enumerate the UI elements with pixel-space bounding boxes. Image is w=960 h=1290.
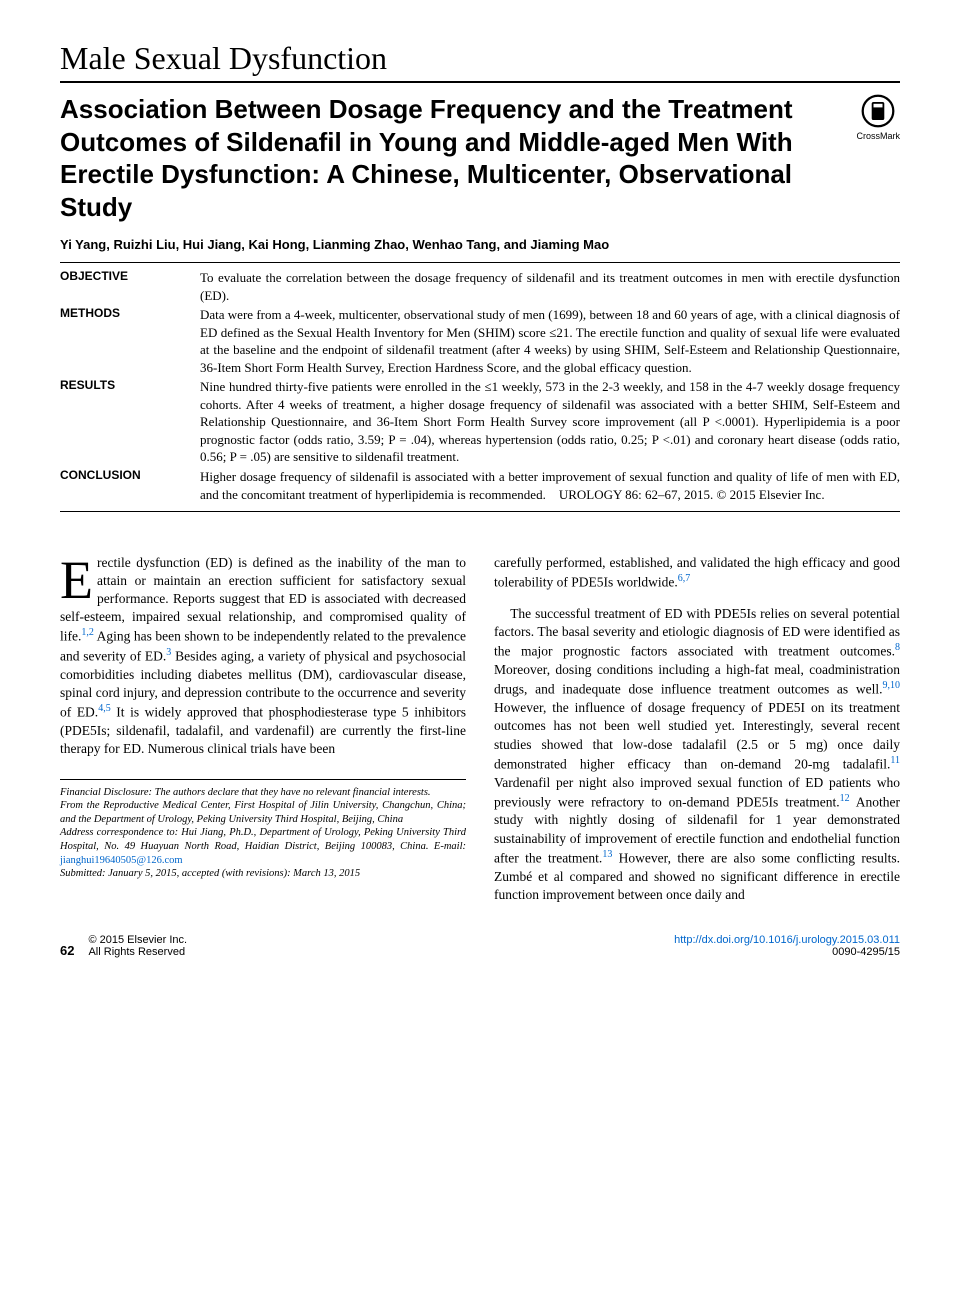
abstract-block: OBJECTIVE To evaluate the correlation be… [60, 262, 900, 512]
body-text: The successful treatment of ED with PDE5… [494, 606, 900, 659]
crossmark-icon [860, 93, 896, 129]
footnote-affiliation: From the Reproductive Medical Center, Fi… [60, 799, 466, 826]
footnote-disclosure: Financial Disclosure: The authors declar… [60, 786, 466, 800]
authors: Yi Yang, Ruizhi Liu, Hui Jiang, Kai Hong… [60, 237, 900, 252]
abstract-text: Data were from a 4-week, multicenter, ob… [200, 306, 900, 376]
abstract-results: RESULTS Nine hundred thirty-five patient… [60, 378, 900, 466]
body-text: carefully performed, established, and va… [494, 555, 900, 590]
footnote-submitted: Submitted: January 5, 2015, accepted (wi… [60, 867, 466, 881]
title-row: Association Between Dosage Frequency and… [60, 93, 900, 223]
footnote-block: Financial Disclosure: The authors declar… [60, 779, 466, 881]
crossmark-badge[interactable]: CrossMark [856, 93, 900, 141]
citation-link[interactable]: 11 [890, 755, 900, 766]
footer-right: http://dx.doi.org/10.1016/j.urology.2015… [674, 934, 900, 958]
footnote-address-text: Address correspondence to: Hui Jiang, Ph… [60, 827, 466, 852]
column-left: Erectile dysfunction (ED) is defined as … [60, 540, 466, 917]
body-paragraph: Erectile dysfunction (ED) is defined as … [60, 554, 466, 759]
abstract-text: Nine hundred thirty-five patients were e… [200, 378, 900, 466]
email-link[interactable]: jianghui19640505@126.com [60, 855, 183, 866]
abstract-text: To evaluate the correlation between the … [200, 269, 900, 304]
footer-left: 62 © 2015 Elsevier Inc. All Rights Reser… [60, 934, 187, 958]
body-paragraph: The successful treatment of ED with PDE5… [494, 605, 900, 904]
citation-link[interactable]: 4,5 [98, 703, 111, 714]
citation-link[interactable]: 1,2 [81, 627, 94, 638]
doi-link[interactable]: http://dx.doi.org/10.1016/j.urology.2015… [674, 934, 900, 946]
citation-link[interactable]: 13 [602, 849, 612, 860]
abstract-text: Higher dosage frequency of sildenafil is… [200, 468, 900, 503]
page-container: Male Sexual Dysfunction Association Betw… [0, 0, 960, 988]
body-paragraph: carefully performed, established, and va… [494, 554, 900, 592]
abstract-label: OBJECTIVE [60, 269, 200, 304]
rights-text: All Rights Reserved [88, 946, 185, 958]
page-footer: 62 © 2015 Elsevier Inc. All Rights Reser… [60, 934, 900, 958]
citation-link[interactable]: 12 [840, 793, 850, 804]
abstract-label: CONCLUSION [60, 468, 200, 503]
abstract-methods: METHODS Data were from a 4-week, multice… [60, 306, 900, 376]
footnote-address: Address correspondence to: Hui Jiang, Ph… [60, 826, 466, 867]
section-header: Male Sexual Dysfunction [60, 40, 900, 83]
body-columns: Erectile dysfunction (ED) is defined as … [60, 540, 900, 917]
citation-link[interactable]: 6,7 [678, 573, 691, 584]
issn-text: 0090-4295/15 [674, 946, 900, 958]
copyright-text: © 2015 Elsevier Inc. [88, 934, 187, 946]
article-title: Association Between Dosage Frequency and… [60, 93, 844, 223]
body-text: Moreover, dosing conditions including a … [494, 662, 900, 697]
abstract-conclusion: CONCLUSION Higher dosage frequency of si… [60, 468, 900, 503]
crossmark-label: CrossMark [856, 131, 900, 141]
abstract-objective: OBJECTIVE To evaluate the correlation be… [60, 269, 900, 304]
abstract-label: METHODS [60, 306, 200, 376]
body-text: However, the influence of dosage frequen… [494, 700, 900, 771]
abstract-label: RESULTS [60, 378, 200, 466]
body-text: It is widely approved that phosphodieste… [60, 705, 466, 756]
citation-link[interactable]: 9,10 [883, 680, 901, 691]
page-number: 62 [60, 943, 74, 958]
dropcap: E [60, 554, 97, 604]
column-right: carefully performed, established, and va… [494, 540, 900, 917]
citation-link[interactable]: 8 [895, 642, 900, 653]
footer-copyright: © 2015 Elsevier Inc. All Rights Reserved [88, 934, 187, 958]
